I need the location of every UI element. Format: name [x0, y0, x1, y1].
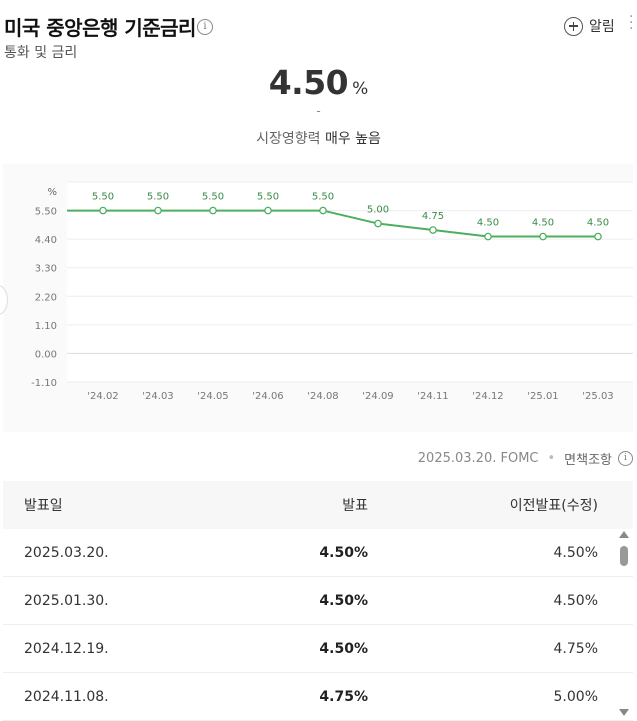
data-point: [99, 206, 107, 215]
scroll-thumb[interactable]: [620, 546, 628, 566]
data-point: [594, 232, 602, 241]
rate-chart: 5.50 4.40 3.30 2.20 1.10 0.00 -1.10% '24.02 '24.…: [3, 164, 633, 432]
data-point: [539, 232, 547, 241]
data-label: 5.50: [92, 192, 114, 203]
row-date: 2024.12.19.: [24, 640, 109, 657]
current-rate-value: 4.50: [268, 63, 349, 102]
alarm-label: 알림: [589, 19, 615, 35]
data-label: 5.50: [202, 192, 224, 203]
data-label: 5.50: [257, 192, 279, 203]
y-tick-label: 2.20: [35, 292, 57, 303]
current-rate-unit: %: [352, 79, 369, 99]
x-tick-label: '24.06: [252, 391, 283, 402]
data-point: [374, 219, 382, 228]
info-icon[interactable]: i: [197, 19, 213, 35]
plus-circle-icon: [564, 16, 583, 36]
x-tick-label: '24.03: [142, 391, 173, 402]
row-actual: 4.50%: [319, 592, 368, 609]
x-tick-label: '25.01: [527, 391, 558, 402]
data-label: 5.50: [147, 192, 169, 203]
data-point: [319, 206, 327, 215]
y-tick-label: -1.10: [31, 378, 57, 389]
row-actual: 4.50%: [319, 544, 368, 561]
rate-chart-svg: 5.50 4.40 3.30 2.20 1.10 0.00 -1.10% '24.02 '24.…: [31, 181, 633, 402]
data-label: 4.50: [587, 218, 609, 229]
x-tick-label: '24.11: [417, 391, 448, 402]
y-axis-unit-label: %: [47, 187, 57, 198]
row-date: 2025.03.20.: [24, 544, 109, 561]
data-point: [209, 206, 217, 215]
separator-dot: •: [547, 451, 556, 466]
market-impact: 시장영향력 매우 높음: [0, 128, 637, 148]
row-previous: 5.00%: [553, 688, 598, 705]
data-point: [154, 206, 162, 215]
source-info: 2025.03.20. FOMC • 면책조항 i: [418, 449, 633, 468]
data-point: [429, 226, 437, 234]
data-label: 4.75: [422, 211, 444, 222]
x-tick-label: '24.12: [472, 391, 503, 402]
alarm-button[interactable]: 알림: [564, 16, 615, 36]
more-menu-icon[interactable]: · · ·: [629, 9, 634, 37]
table-row: 2024.11.08. 4.75% 5.00%: [3, 673, 633, 721]
y-tick-label: 0.00: [35, 349, 57, 360]
row-previous: 4.50%: [553, 592, 598, 609]
row-previous: 4.50%: [553, 544, 598, 561]
market-impact-value: 매우 높음: [324, 131, 381, 147]
scroll-down-arrow-icon[interactable]: [619, 709, 629, 716]
header-previous: 이전발표(수정): [509, 498, 598, 514]
y-tick-label: 5.50: [35, 207, 57, 218]
y-tick-label: 3.30: [35, 264, 57, 275]
table-row: 2025.03.20. 4.50% 4.50%: [3, 529, 633, 577]
y-tick-label: 4.40: [35, 235, 57, 246]
rate-change: -: [316, 104, 321, 118]
plot-area: [67, 182, 633, 382]
row-previous: 4.75%: [553, 640, 598, 657]
market-impact-label: 시장영향력: [256, 131, 321, 147]
y-tick-label: 1.10: [35, 321, 57, 332]
current-rate: 4.50%: [0, 63, 637, 102]
data-label: 4.50: [477, 218, 499, 229]
scroll-up-arrow-icon[interactable]: [619, 531, 629, 538]
x-tick-label: '24.05: [197, 391, 228, 402]
header-date: 발표일: [24, 498, 63, 514]
header-actual: 발표: [342, 498, 368, 514]
table-row: 2025.01.30. 4.50% 4.50%: [3, 577, 633, 625]
x-tick-label: '24.08: [307, 391, 338, 402]
row-actual: 4.75%: [319, 688, 368, 705]
data-label: 4.50: [532, 218, 554, 229]
data-label: 5.50: [312, 192, 334, 203]
data-point: [484, 232, 492, 241]
source-date: 2025.03.20. FOMC: [417, 451, 539, 466]
category-subtitle: 통화 및 금리: [4, 45, 78, 61]
x-tick-label: '25.03: [582, 391, 613, 402]
disclaimer-info-icon[interactable]: i: [618, 451, 633, 466]
table-header: 발표일 발표 이전발표(수정): [3, 481, 633, 529]
table-row: 2024.12.19. 4.50% 4.75%: [3, 625, 633, 673]
data-label: 5.00: [367, 205, 389, 216]
data-point: [264, 206, 272, 215]
disclaimer-link[interactable]: 면책조항: [564, 453, 612, 468]
page-title: 미국 중앙은행 기준금리: [4, 16, 196, 40]
table-scrollbar[interactable]: [618, 531, 630, 716]
x-tick-label: '24.09: [362, 391, 393, 402]
row-actual: 4.50%: [319, 640, 368, 657]
row-date: 2025.01.30.: [24, 592, 109, 609]
x-tick-label: '24.02: [87, 391, 118, 402]
row-date: 2024.11.08.: [24, 688, 109, 705]
announcement-table: 발표일 발표 이전발표(수정) 2025.03.20. 4.50% 4.50% …: [3, 481, 633, 721]
